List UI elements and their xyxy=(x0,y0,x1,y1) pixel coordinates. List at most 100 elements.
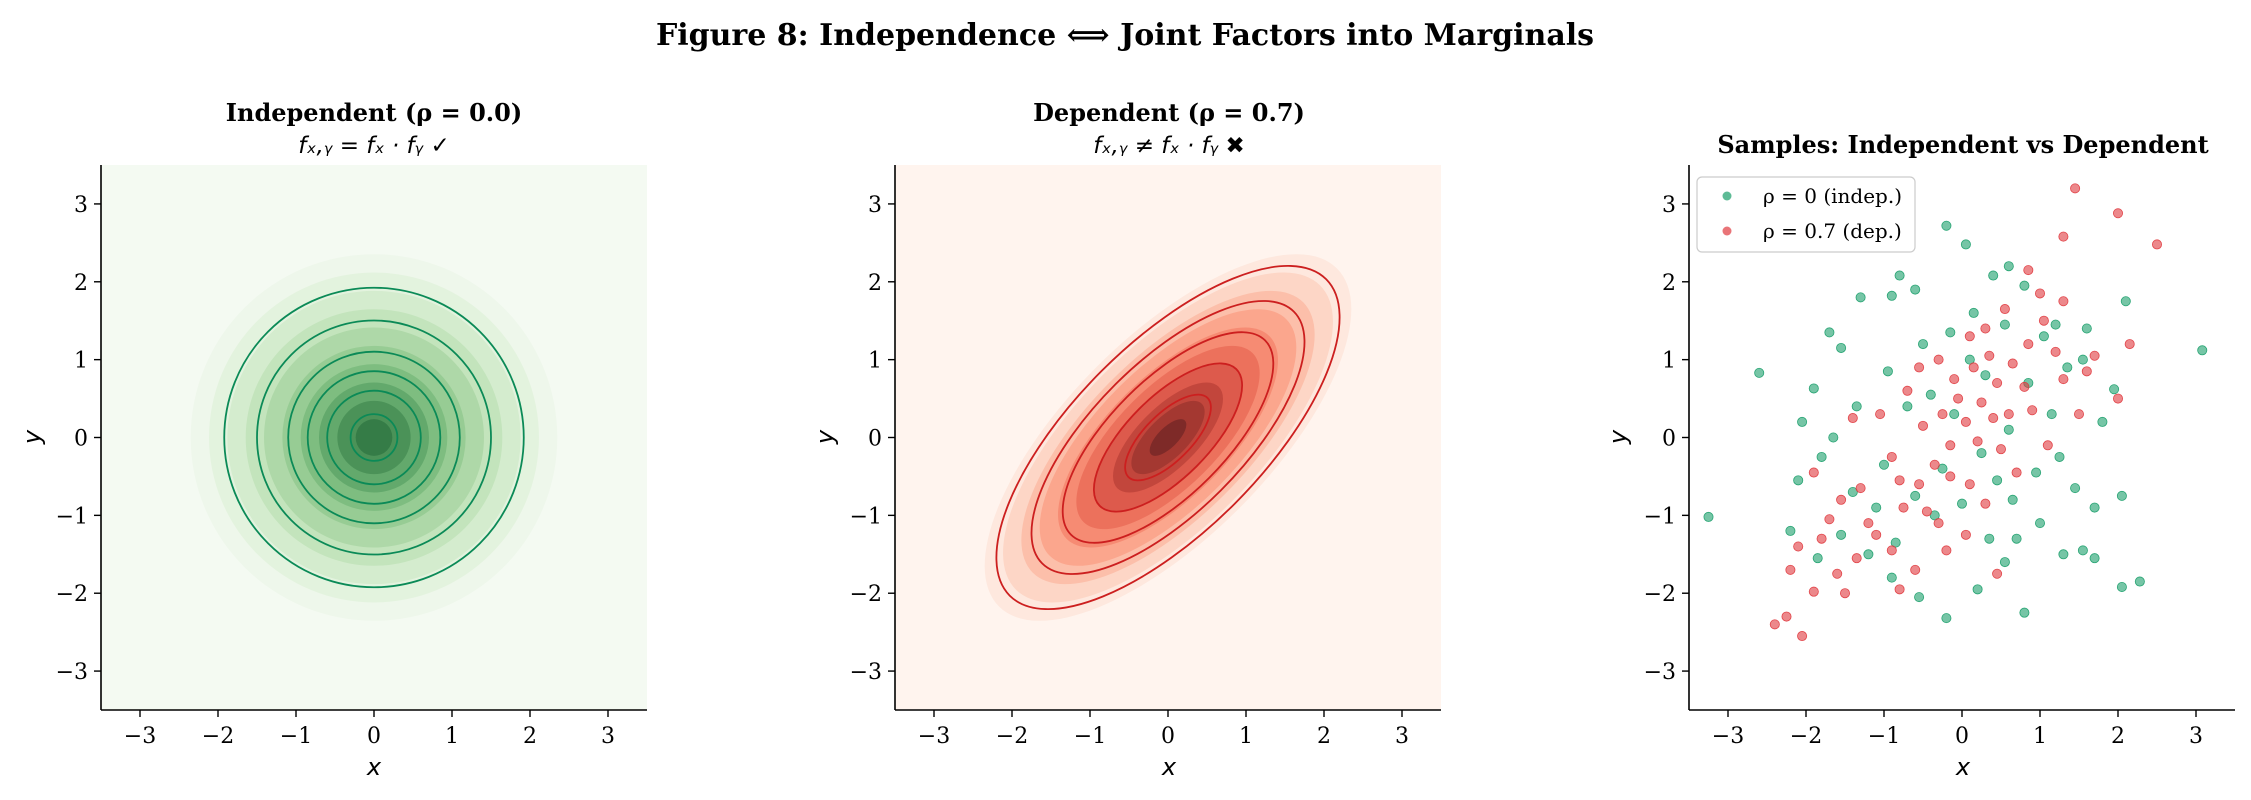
scatter-point-dep xyxy=(1847,413,1858,424)
scatter-point-indep xyxy=(2003,261,2014,272)
x-tick-label: −3 xyxy=(918,724,950,749)
scatter-point-indep xyxy=(2019,280,2030,291)
y-tick-label: −2 xyxy=(1644,582,1676,607)
x-tick-label: 2 xyxy=(1317,724,1331,749)
scatter-point-dep xyxy=(1797,631,1808,642)
scatter-point-dep xyxy=(1964,479,1975,490)
scatter-point-indep xyxy=(1984,533,1995,544)
y-tick-label: 0 xyxy=(1662,427,1676,452)
scatter-point-indep xyxy=(1941,613,1952,624)
x-tick-label: −2 xyxy=(996,724,1028,749)
y-tick-label: 2 xyxy=(1662,271,1676,296)
panel3-title: Samples: Independent vs Dependent xyxy=(1717,130,2208,159)
panel3-plot-area xyxy=(1703,183,2208,642)
scatter-point-dep xyxy=(1863,518,1874,529)
scatter-point-indep xyxy=(2003,424,2014,435)
scatter-point-indep xyxy=(2109,384,2120,395)
scatter-point-indep xyxy=(2031,467,2042,478)
scatter-point-indep xyxy=(2116,581,2127,592)
y-tick-label: 2 xyxy=(74,271,88,296)
scatter-point-dep xyxy=(1968,362,1979,373)
x-tick-label: 0 xyxy=(367,724,381,749)
scatter-point-indep xyxy=(1890,537,1901,548)
y-tick-label: 1 xyxy=(1662,349,1676,374)
scatter-point-indep xyxy=(2019,607,2030,618)
scatter-point-dep xyxy=(1945,471,1956,482)
scatter-point-indep xyxy=(1999,319,2010,330)
scatter-point-dep xyxy=(2112,393,2123,404)
y-tick-label: −3 xyxy=(1644,660,1676,685)
scatter-point-dep xyxy=(1785,564,1796,575)
scatter-point-indep xyxy=(1910,490,1921,501)
scatter-point-dep xyxy=(1949,374,1960,385)
scatter-point-indep xyxy=(1808,383,1819,394)
x-tick-label: −2 xyxy=(1790,724,1822,749)
scatter-point-dep xyxy=(2073,409,2084,420)
y-tick-label: 0 xyxy=(74,427,88,452)
scatter-point-dep xyxy=(2089,350,2100,361)
scatter-point-dep xyxy=(1992,377,2003,388)
scatter-point-dep xyxy=(1945,440,1956,451)
scatter-point-indep xyxy=(2097,416,2108,427)
scatter-point-indep xyxy=(2077,545,2088,556)
contour-line xyxy=(287,350,461,525)
scatter-point-indep xyxy=(1914,592,1925,603)
scatter-point-dep xyxy=(1929,459,1940,470)
legend-marker-dep xyxy=(1722,226,1732,236)
panel1-plot-area xyxy=(101,165,647,710)
scatter-point-indep xyxy=(2011,533,2022,544)
scatter-point-dep xyxy=(1964,331,1975,342)
x-tick-label: 3 xyxy=(601,724,615,749)
scatter-point-dep xyxy=(1910,564,1921,575)
scatter-point-dep xyxy=(1976,397,1987,408)
x-tick-label: −3 xyxy=(1712,724,1744,749)
contour-line xyxy=(1030,300,1306,575)
scatter-point-indep xyxy=(2089,553,2100,564)
scatter-point-indep xyxy=(2050,319,2061,330)
scatter-point-dep xyxy=(2027,405,2038,416)
scatter-point-indep xyxy=(2035,518,2046,529)
y-tick-label: −3 xyxy=(56,660,88,685)
contour-line xyxy=(349,413,399,462)
scatter-point-indep xyxy=(1941,220,1952,231)
x-tick-label: 1 xyxy=(445,724,459,749)
y-tick-label: −1 xyxy=(850,504,882,529)
scatter-point-dep xyxy=(1996,444,2007,455)
x-tick-label: 1 xyxy=(1239,724,1253,749)
scatter-point-indep xyxy=(2197,345,2208,356)
scatter-point-dep xyxy=(1980,498,1991,509)
scatter-point-dep xyxy=(1793,541,1804,552)
density-band xyxy=(355,419,393,456)
scatter-point-dep xyxy=(1836,494,1847,505)
panel2-title: Dependent (ρ = 0.7) xyxy=(1033,98,1305,127)
scatter-point-indep xyxy=(1855,292,1866,303)
scatter-point-dep xyxy=(1871,529,1882,540)
panel3-legend: ρ = 0 (indep.) ρ = 0.7 (dep.) xyxy=(1696,176,1916,253)
scatter-point-indep xyxy=(2116,490,2127,501)
y-tick-label: 3 xyxy=(1662,193,1676,218)
scatter-point-indep xyxy=(1812,553,1823,564)
scatter-point-indep xyxy=(2054,451,2065,462)
panel-dependent: Dependent (ρ = 0.7) fₓ,ᵧ ≠ fₓ · fᵧ ✖ −3 −… xyxy=(811,98,1441,781)
density-band xyxy=(1149,419,1187,456)
scatter-point-indep xyxy=(1988,270,1999,281)
scatter-point-dep xyxy=(1808,586,1819,597)
scatter-point-indep xyxy=(1949,409,1960,420)
x-tick-label: −3 xyxy=(124,724,156,749)
contour-line xyxy=(223,286,525,589)
scatter-point-dep xyxy=(1953,393,1964,404)
scatter-point-dep xyxy=(1851,553,1862,564)
scatter-point-dep xyxy=(2124,339,2135,350)
scatter-point-indep xyxy=(1886,290,1897,301)
scatter-point-dep xyxy=(1886,545,1897,556)
scatter-point-dep xyxy=(2058,374,2069,385)
scatter-point-dep xyxy=(1902,385,1913,396)
scatter-point-indep xyxy=(2077,354,2088,365)
panel2-subtitle: fₓ,ᵧ ≠ fₓ · fᵧ ✖ xyxy=(1093,133,1245,159)
scatter-point-dep xyxy=(1894,584,1905,595)
scatter-point-indep xyxy=(2081,323,2092,334)
scatter-point-indep xyxy=(1847,486,1858,497)
scatter-point-dep xyxy=(1999,304,2010,315)
scatter-point-dep xyxy=(2019,381,2030,392)
